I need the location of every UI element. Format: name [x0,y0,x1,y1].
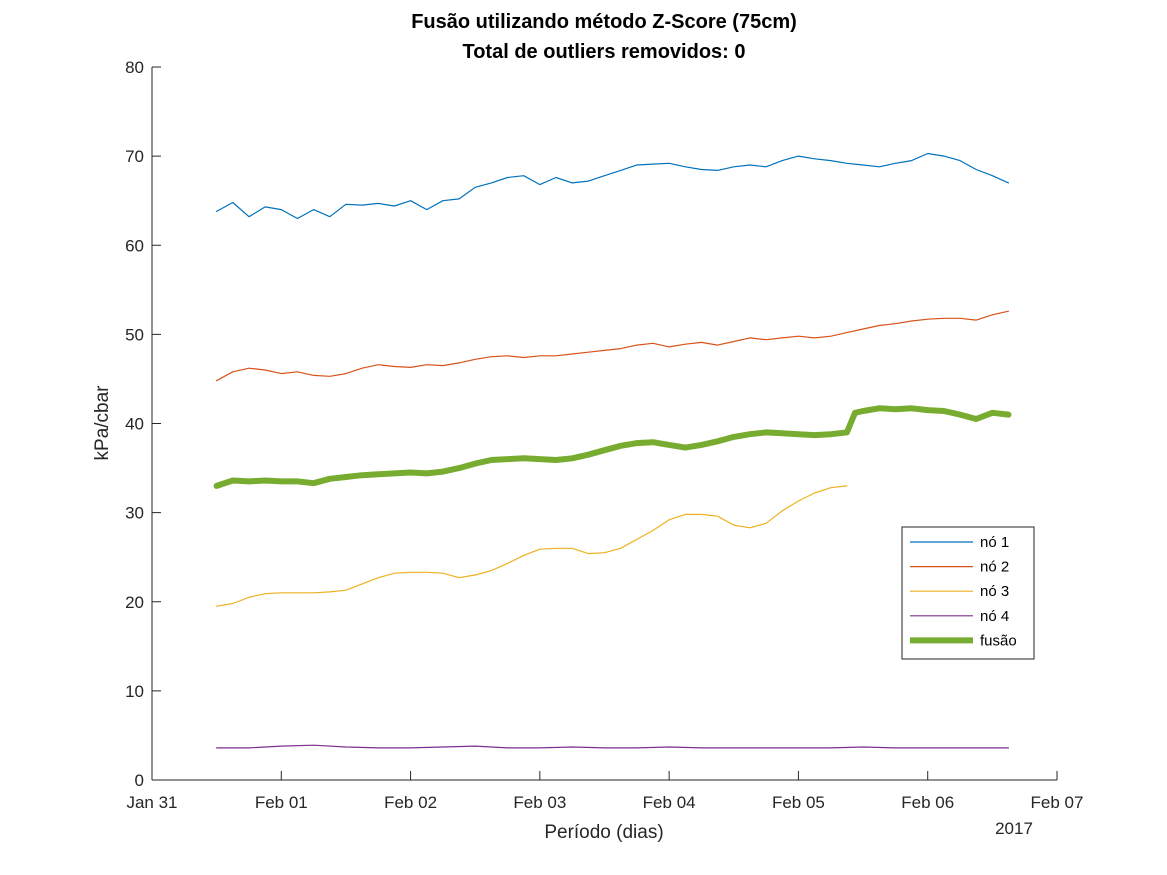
x-tick-label: Feb 04 [643,793,696,812]
series-lines [213,152,1012,749]
series-line-3 [216,485,848,607]
legend-entry: fusão [980,632,1017,649]
x-axis-year-label: 2017 [995,819,1033,838]
x-axis-label: Período (dias) [544,822,663,843]
x-tick-label: Jan 31 [126,793,177,812]
x-tick-label: Feb 03 [513,793,566,812]
series-line-4 [216,744,1010,749]
legend-entry: nó 2 [980,559,1009,576]
chart-subtitle: Total de outliers removidos: 0 [462,41,745,63]
y-tick-label: 10 [125,682,144,701]
legend-entry: nó 4 [980,608,1009,625]
y-tick-label: 70 [125,147,144,166]
x-tick-label: Feb 05 [772,793,825,812]
series-line-5 [213,405,1012,489]
x-tick-label: Feb 06 [901,793,954,812]
y-tick-label: 40 [125,415,144,434]
y-axis-label: kPa/cbar [92,385,113,461]
legend-entry: nó 3 [980,583,1009,600]
y-tick-label: 60 [125,236,144,255]
legend-entry: nó 1 [980,534,1009,551]
x-tick-label: Feb 01 [255,793,308,812]
y-tick-label: 80 [125,58,144,77]
x-tick-label: Feb 07 [1031,793,1084,812]
y-tick-label: 20 [125,593,144,612]
y-tick-label: 0 [135,771,144,790]
chart-title: Fusão utilizando método Z-Score (75cm) [411,11,797,33]
series-line-2 [216,310,1010,382]
y-tick-label: 50 [125,325,144,344]
series-line-1 [216,152,1010,220]
y-tick-label: 30 [125,504,144,523]
x-tick-label: Feb 02 [384,793,437,812]
legend-box [901,526,1035,660]
legend: nó 1 nó 2 nó 3 nó 4 fusão [901,526,1035,660]
axes: 0 10 20 30 40 50 60 70 80 Jan 31 Feb 01 Feb 02 Feb 0… [125,58,1083,812]
